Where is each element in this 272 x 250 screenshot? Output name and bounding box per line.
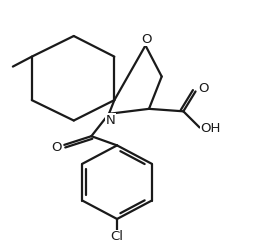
Text: OH: OH — [200, 122, 221, 135]
Text: O: O — [51, 141, 61, 154]
Text: O: O — [141, 33, 152, 46]
Text: N: N — [106, 114, 115, 126]
Text: Cl: Cl — [110, 230, 123, 243]
Text: O: O — [198, 82, 209, 96]
